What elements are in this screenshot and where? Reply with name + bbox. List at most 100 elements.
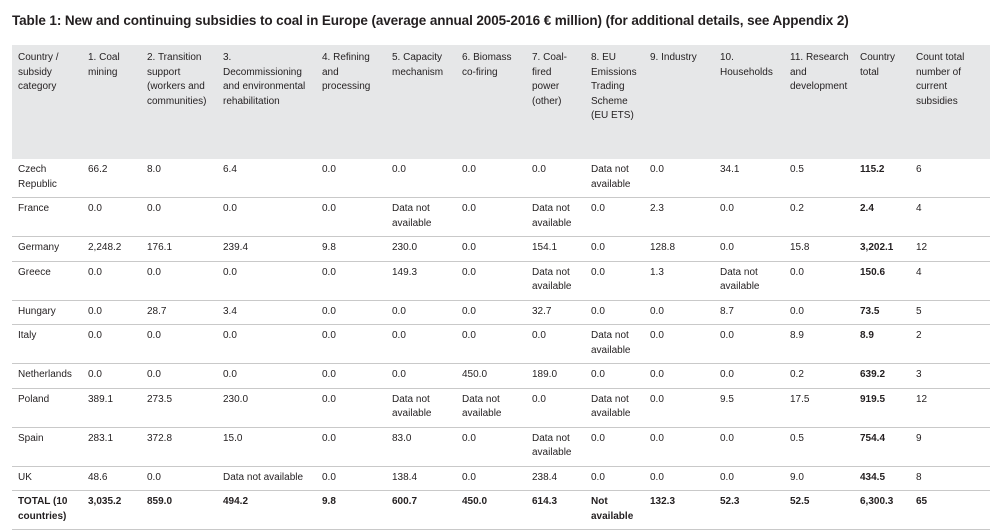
table-cell: Data not available <box>217 466 316 491</box>
table-cell: 0.0 <box>526 388 585 428</box>
table-cell: 8.0 <box>141 159 217 198</box>
table-cell: 0.0 <box>316 363 386 389</box>
table-cell: 0.0 <box>82 300 141 325</box>
country-total-cell: 8.9 <box>854 324 910 364</box>
table-cell: Data not available <box>585 159 644 198</box>
table-cell: 154.1 <box>526 236 585 262</box>
table-cell: 0.0 <box>644 300 714 325</box>
table-cell: 189.0 <box>526 363 585 389</box>
column-header: Count total number of current subsidies <box>910 45 990 159</box>
table-cell: 0.0 <box>141 363 217 389</box>
table-cell: 0.0 <box>456 466 526 491</box>
table-cell: 176.1 <box>141 236 217 262</box>
table-cell: 0.0 <box>141 324 217 364</box>
table-cell: 0.0 <box>585 466 644 491</box>
table-cell: 0.0 <box>784 300 854 325</box>
column-header: 6. Biomass co-firing <box>456 45 526 159</box>
table-cell: 0.0 <box>585 236 644 262</box>
country-name-cell: Poland <box>12 388 82 428</box>
column-header: 3. Decommissioning and environmental reh… <box>217 45 316 159</box>
table-row: UK 48.6 0.0 Data not available 0.0 138.4 0.0 23… <box>12 466 990 491</box>
table-cell: 273.5 <box>141 388 217 428</box>
table-cell: 0.0 <box>386 159 456 198</box>
table-row: Czech Republic 66.2 8.0 6.4 0.0 0.0 0.0 0.0 Data… <box>12 159 990 198</box>
table-cell: 138.4 <box>386 466 456 491</box>
total-cell: Not available <box>585 490 644 530</box>
table-cell: 9.0 <box>784 466 854 491</box>
table-cell: 0.2 <box>784 197 854 237</box>
table-cell: 239.4 <box>217 236 316 262</box>
table-cell: 230.0 <box>217 388 316 428</box>
table-cell: 0.0 <box>714 324 784 364</box>
table-cell: 149.3 <box>386 261 456 301</box>
table-cell: 0.0 <box>456 324 526 364</box>
table-cell: 9.5 <box>714 388 784 428</box>
table-cell: 8.9 <box>784 324 854 364</box>
table-cell: 0.0 <box>714 466 784 491</box>
country-total-cell: 73.5 <box>854 300 910 325</box>
column-header: 8. EU Emissions Trading Scheme (EU ETS) <box>585 45 644 159</box>
country-total-cell: 919.5 <box>854 388 910 428</box>
table-cell: 283.1 <box>82 427 141 467</box>
table-cell: 8.7 <box>714 300 784 325</box>
table-cell: 0.0 <box>82 197 141 237</box>
table-cell: 0.0 <box>316 300 386 325</box>
table-cell: 9 <box>910 427 990 467</box>
table-row: Greece 0.0 0.0 0.0 0.0 149.3 0.0 Data not avail… <box>12 261 990 301</box>
table-cell: 128.8 <box>644 236 714 262</box>
total-cell: 52.3 <box>714 490 784 530</box>
column-header: 9. Industry <box>644 45 714 159</box>
table-cell: 372.8 <box>141 427 217 467</box>
table-cell: 0.0 <box>316 324 386 364</box>
table-cell: 0.0 <box>217 324 316 364</box>
total-cell: 6,300.3 <box>854 490 910 530</box>
table-cell: Data not available <box>456 388 526 428</box>
table-cell: 66.2 <box>82 159 141 198</box>
total-cell: 600.7 <box>386 490 456 530</box>
table-cell: 0.2 <box>784 363 854 389</box>
total-cell: 132.3 <box>644 490 714 530</box>
table-cell: 17.5 <box>784 388 854 428</box>
country-name-cell: Netherlands <box>12 363 82 389</box>
table-body: Czech Republic 66.2 8.0 6.4 0.0 0.0 0.0 0.0 Data… <box>12 159 990 530</box>
table-cell: 3 <box>910 363 990 389</box>
total-cell: 859.0 <box>141 490 217 530</box>
table-cell: 6.4 <box>217 159 316 198</box>
table-cell: 0.0 <box>644 466 714 491</box>
table-cell: 0.0 <box>456 197 526 237</box>
table-cell: 0.0 <box>585 197 644 237</box>
country-name-cell: Italy <box>12 324 82 364</box>
total-cell: 52.5 <box>784 490 854 530</box>
table-row: Hungary 0.0 28.7 3.4 0.0 0.0 0.0 32.7 0.0 0.0 8.7 0… <box>12 300 990 325</box>
total-cell: 614.3 <box>526 490 585 530</box>
table-cell: 0.0 <box>585 300 644 325</box>
table-cell: 0.0 <box>456 159 526 198</box>
table-row: Italy 0.0 0.0 0.0 0.0 0.0 0.0 0.0 Data not avail… <box>12 324 990 364</box>
table-cell: 34.1 <box>714 159 784 198</box>
table-cell: Data not available <box>585 388 644 428</box>
table-cell: 0.0 <box>141 466 217 491</box>
table-cell: 32.7 <box>526 300 585 325</box>
table-cell: 0.0 <box>217 197 316 237</box>
country-name-cell: Spain <box>12 427 82 467</box>
table-cell: 0.0 <box>456 261 526 301</box>
table-cell: 15.0 <box>217 427 316 467</box>
table-cell: 83.0 <box>386 427 456 467</box>
table-cell: 450.0 <box>456 363 526 389</box>
table-cell: 1.3 <box>644 261 714 301</box>
table-header-row: Country / subsidy category 1. Coal mining… <box>12 45 990 159</box>
table-row: Germany 2,248.2 176.1 239.4 9.8 230.0 0.0 154.1… <box>12 236 990 262</box>
total-cell: 3,035.2 <box>82 490 141 530</box>
table-cell: 389.1 <box>82 388 141 428</box>
table-cell: Data not available <box>714 261 784 301</box>
table-cell: 15.8 <box>784 236 854 262</box>
table-cell: 0.0 <box>456 236 526 262</box>
table-cell: 0.5 <box>784 159 854 198</box>
total-cell: 65 <box>910 490 990 530</box>
country-name-cell: Greece <box>12 261 82 301</box>
table-cell: 0.0 <box>784 261 854 301</box>
country-total-cell: 434.5 <box>854 466 910 491</box>
table-cell: 0.0 <box>217 363 316 389</box>
column-header: 7. Coal-fired power (other) <box>526 45 585 159</box>
table-cell: 0.0 <box>456 300 526 325</box>
